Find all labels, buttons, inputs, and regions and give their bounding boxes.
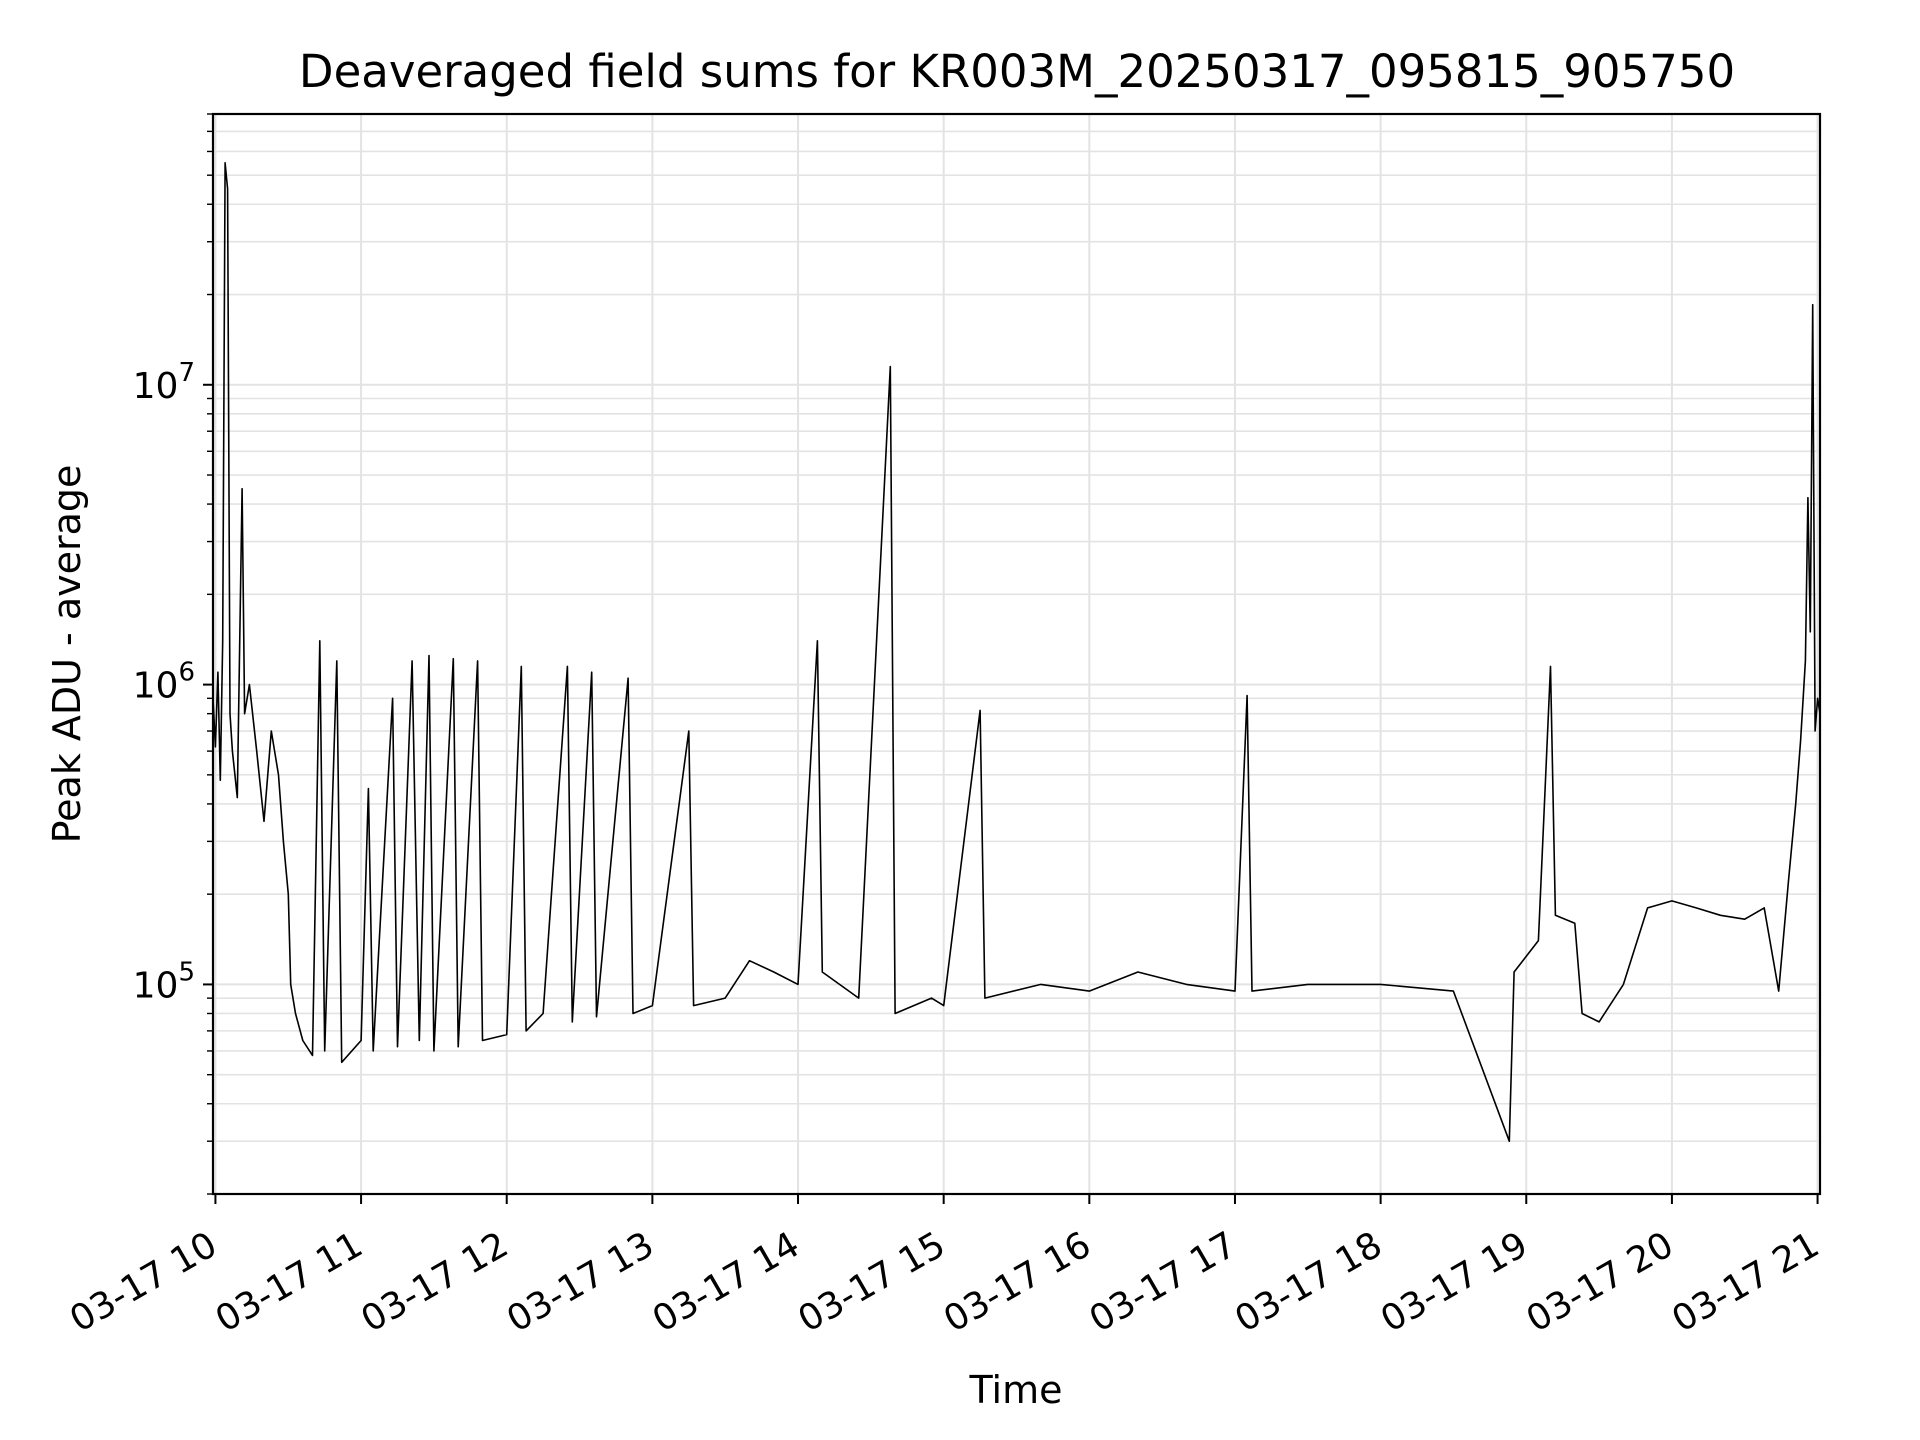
y-axis: 105 106 107 [133, 113, 213, 1195]
series-path [212, 162, 1821, 1142]
x-tick-label: 03-17 10 [63, 1224, 224, 1340]
chart-title: Deaveraged field sums for KR003M_2025031… [299, 45, 1735, 98]
x-tick-label: 03-17 19 [1374, 1224, 1535, 1340]
x-tick-label: 03-17 21 [1665, 1224, 1826, 1340]
x-tick-label: 03-17 12 [355, 1224, 516, 1340]
y-tick-label: 107 [133, 358, 195, 407]
x-tick-label: 03-17 16 [937, 1224, 1098, 1340]
x-tick-label: 03-17 13 [500, 1224, 661, 1340]
x-tick-label: 03-17 11 [209, 1224, 370, 1340]
y-tick-label: 105 [133, 957, 195, 1006]
grid [213, 113, 1820, 1195]
x-tick-label: 03-17 18 [1228, 1224, 1389, 1340]
y-axis-label: Peak ADU - average [45, 465, 89, 844]
x-tick-label: 03-17 17 [1083, 1224, 1244, 1340]
series-line [212, 162, 1821, 1142]
x-axis-label: Time [969, 1368, 1063, 1412]
y-tick-label: 106 [133, 658, 195, 707]
x-tick-label: 03-17 20 [1520, 1224, 1681, 1340]
x-tick-label: 03-17 14 [646, 1224, 807, 1340]
plot-frame [211, 112, 1822, 1196]
x-tick-label: 03-17 15 [792, 1224, 953, 1340]
